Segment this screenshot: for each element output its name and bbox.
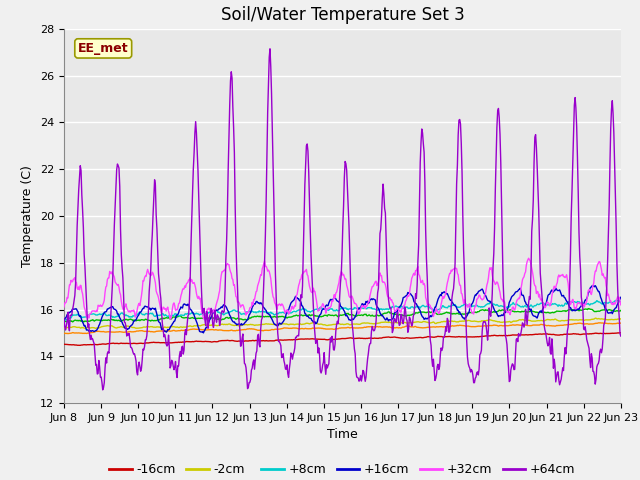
+2cm xyxy=(584,306,592,312)
+64cm xyxy=(128,346,136,352)
+16cm xyxy=(617,294,625,300)
+64cm xyxy=(60,316,68,322)
+16cm xyxy=(127,323,135,328)
-8cm xyxy=(595,320,603,326)
+32cm xyxy=(214,296,222,301)
+64cm xyxy=(185,312,193,317)
+16cm xyxy=(60,318,68,324)
Y-axis label: Temperature (C): Temperature (C) xyxy=(22,165,35,267)
-2cm xyxy=(428,320,435,325)
-16cm xyxy=(411,335,419,341)
-2cm xyxy=(411,319,419,325)
+16cm xyxy=(200,330,207,336)
+64cm xyxy=(214,313,222,319)
-8cm xyxy=(617,320,625,326)
Title: Soil/Water Temperature Set 3: Soil/Water Temperature Set 3 xyxy=(221,6,464,24)
+16cm xyxy=(591,283,599,288)
+2cm xyxy=(185,315,193,321)
-2cm xyxy=(60,325,68,331)
+8cm xyxy=(71,312,79,318)
+8cm xyxy=(617,299,625,304)
Text: EE_met: EE_met xyxy=(78,42,129,55)
+64cm xyxy=(412,291,419,297)
-2cm xyxy=(617,316,625,322)
Legend: -16cm, -8cm, -2cm, +2cm, +8cm, +16cm, +32cm, +64cm: -16cm, -8cm, -2cm, +2cm, +8cm, +16cm, +3… xyxy=(104,458,580,480)
-16cm xyxy=(214,339,222,345)
-2cm xyxy=(92,325,100,331)
+2cm xyxy=(68,319,76,325)
Line: +32cm: +32cm xyxy=(64,258,621,319)
+16cm xyxy=(184,301,192,307)
+8cm xyxy=(411,305,419,311)
+2cm xyxy=(71,317,79,323)
+8cm xyxy=(60,317,68,323)
Line: +64cm: +64cm xyxy=(64,49,621,390)
X-axis label: Time: Time xyxy=(327,429,358,442)
-8cm xyxy=(71,330,79,336)
+32cm xyxy=(127,308,135,314)
-16cm xyxy=(617,330,625,336)
+2cm xyxy=(128,317,136,323)
-8cm xyxy=(64,331,72,336)
+64cm xyxy=(428,356,436,362)
+32cm xyxy=(411,272,419,278)
+8cm xyxy=(428,306,435,312)
+16cm xyxy=(411,299,419,305)
+16cm xyxy=(214,307,222,313)
-16cm xyxy=(185,339,193,345)
-2cm xyxy=(185,324,193,329)
-8cm xyxy=(185,327,193,333)
Line: -8cm: -8cm xyxy=(64,323,621,334)
-2cm xyxy=(214,323,222,328)
+64cm xyxy=(99,387,107,393)
+8cm xyxy=(612,298,620,303)
-8cm xyxy=(128,329,136,335)
-16cm xyxy=(428,334,435,340)
-16cm xyxy=(128,341,136,347)
-16cm xyxy=(76,342,83,348)
-2cm xyxy=(128,324,136,330)
-2cm xyxy=(70,324,78,330)
-16cm xyxy=(70,342,78,348)
+32cm xyxy=(60,304,68,310)
-8cm xyxy=(411,324,419,329)
+32cm xyxy=(166,316,174,322)
Line: +8cm: +8cm xyxy=(64,300,621,320)
-16cm xyxy=(60,341,68,347)
+64cm xyxy=(617,333,625,339)
+2cm xyxy=(60,318,68,324)
-2cm xyxy=(591,315,599,321)
+8cm xyxy=(61,317,69,323)
+32cm xyxy=(617,302,625,308)
+2cm xyxy=(428,310,435,315)
Line: -2cm: -2cm xyxy=(64,318,621,328)
+32cm xyxy=(70,276,78,282)
+16cm xyxy=(70,306,78,312)
+32cm xyxy=(185,277,193,283)
Line: +2cm: +2cm xyxy=(64,309,621,322)
+64cm xyxy=(70,298,78,303)
+64cm xyxy=(266,46,274,52)
+2cm xyxy=(617,308,625,313)
+32cm xyxy=(525,255,532,261)
Line: -16cm: -16cm xyxy=(64,333,621,345)
+8cm xyxy=(185,312,193,317)
-8cm xyxy=(214,327,222,333)
+8cm xyxy=(128,314,136,320)
-8cm xyxy=(428,324,435,330)
+2cm xyxy=(411,311,419,317)
+2cm xyxy=(214,317,222,323)
+32cm xyxy=(428,306,435,312)
-8cm xyxy=(60,330,68,336)
+16cm xyxy=(428,314,435,320)
+8cm xyxy=(214,310,222,315)
Line: +16cm: +16cm xyxy=(64,286,621,333)
